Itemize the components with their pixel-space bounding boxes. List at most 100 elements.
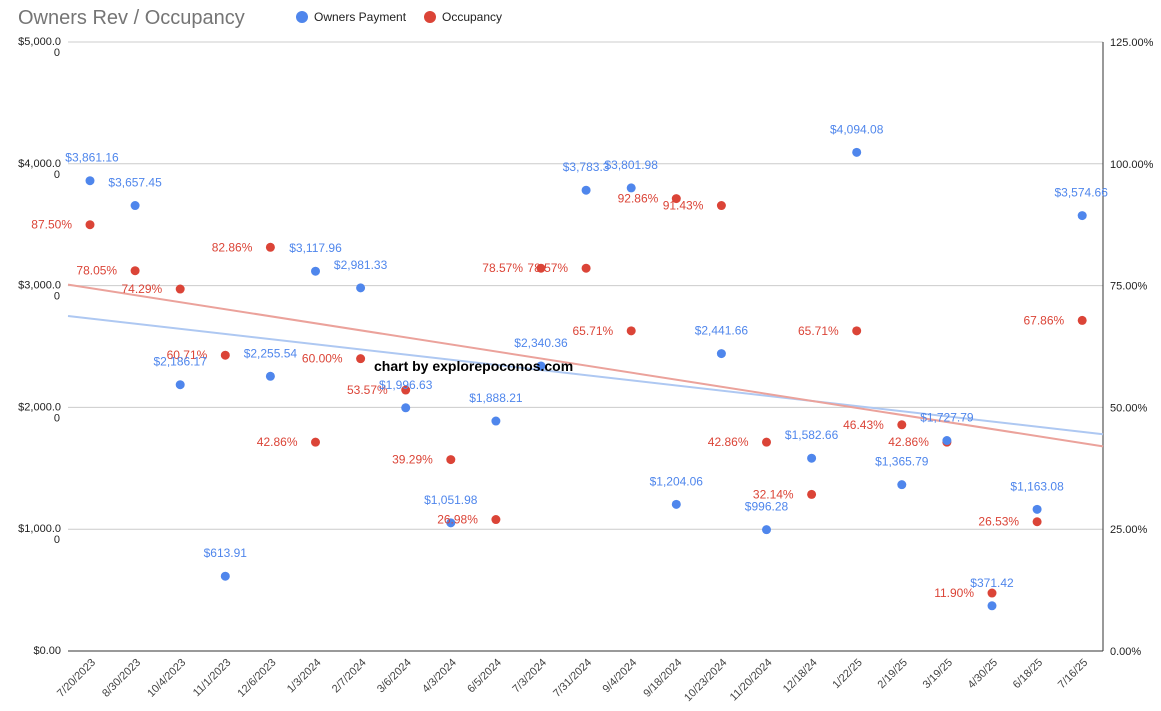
occupancy-point [626,326,636,336]
occupancy-label: 11.90% [934,586,974,600]
occupancy-point [220,350,230,360]
occupancy-point [716,201,726,211]
owners-payment-label: $1,582.66 [785,428,839,442]
watermark: chart by explorepoconos.com [374,358,573,374]
occupancy-label: 65.71% [798,324,839,338]
owners-payment-label: $371.42 [970,576,1014,590]
occupancy-point [401,385,411,395]
occupancy-point [671,194,681,204]
left-tick-sublabel: 0 [54,412,60,424]
x-tick-label: 11/1/2023 [191,657,234,700]
occupancy-point [491,515,501,525]
owners-payment-label: $996.28 [745,500,789,514]
x-tick-label: 7/31/2024 [551,657,594,700]
occupancy-point [987,588,997,598]
occupancy-label: 91.43% [663,199,704,213]
x-tick-label: 1/22/25 [830,657,864,691]
legend-marker-owners-payment [296,11,308,23]
x-tick-label: 2/19/25 [875,657,909,691]
owners-payment-point [401,403,411,413]
occupancy-label: 53.57% [347,383,388,397]
axes: $0.00$1,000.00$2,000.00$3,000.00$4,000.0… [18,36,1153,704]
trendline-occupancy [67,283,1104,448]
owners-payment-point [807,453,817,463]
right-tick-label: 0.00% [1110,646,1141,658]
x-tick-label: 7/16/25 [1056,657,1090,691]
owners-payment-label: $1,051.98 [424,493,478,507]
occupancy-label: 42.86% [888,435,929,449]
owners-payment-point [942,436,952,446]
occupancy-point [852,326,862,336]
x-tick-label: 9/18/2024 [641,657,684,700]
x-tick-label: 6/18/25 [1011,657,1045,691]
owners-payment-label: $2,186.17 [154,355,208,369]
occupancy-point [130,266,140,276]
occupancy-label: 82.86% [212,240,253,254]
occupancy-label: 42.86% [257,435,298,449]
legend-label-occupancy: Occupancy [442,10,502,24]
x-tick-label: 11/20/2024 [728,657,775,704]
occupancy-point [536,263,546,273]
owners-payment-label: $3,574.66 [1055,186,1109,200]
left-tick-label: $0.00 [33,645,61,657]
owners-payment-point [762,525,771,535]
owners-payment-label: $1,996.63 [379,378,433,392]
occupancy-label: 74.29% [121,282,162,296]
owners-payment-point [356,283,366,293]
owners-payment-point [175,380,185,390]
owners-payment-point [311,266,320,276]
occupancy-point [311,437,320,447]
occupancy-label: 78.05% [76,264,117,278]
occupancy-point [807,489,817,499]
x-tick-label: 2/7/2024 [330,657,369,696]
x-tick-label: 3/19/25 [921,657,955,691]
x-tick-label: 7/20/2023 [55,657,98,700]
owners-payment-label: $4,094.08 [830,122,884,136]
owners-payment-label: $3,783.3 [563,160,610,174]
left-tick-label: $5,000.0 [18,36,61,48]
owners-payment-label: $2,340.36 [514,336,568,350]
left-tick-label: $4,000.0 [18,158,61,170]
x-tick-label: 8/30/2023 [100,657,143,700]
chart-title: Owners Rev / Occupancy [18,7,245,29]
owners-payment-point [220,571,230,581]
owners-payment-point [446,518,456,528]
x-tick-label: 1/3/2024 [285,657,324,696]
owners-payment-point [671,499,681,509]
gridlines [68,41,1103,652]
x-tick-label: 12/18/24 [781,657,820,696]
owners-payment-point [130,201,140,211]
owners-payment-label: $1,365.79 [875,455,929,469]
occupancy-label: 26.98% [437,513,478,527]
occupancy-label: 42.86% [708,435,749,449]
owners-payment-point [265,371,275,381]
trendline-owners-payment [67,315,1104,436]
left-tick-sublabel: 0 [54,169,60,181]
owners-payment-label: $2,981.33 [334,258,388,272]
x-tick-label: 7/3/2024 [510,657,549,696]
x-tick-label: 10/4/2023 [145,657,188,700]
owners-payment-label: $2,255.54 [244,346,298,360]
data-labels: 87.50% 78.05% 74.29% 60.71% 82.86% 42.86% 60.0… [31,122,1108,600]
occupancy-label: 87.50% [31,218,72,232]
owners-payment-point [581,185,591,195]
occupancy-label: 26.53% [978,515,1019,529]
owners-payment-point [536,361,546,371]
occupancy-point [85,220,95,230]
x-tick-label: 12/6/2023 [235,657,278,700]
right-tick-label: 75.00% [1110,281,1148,293]
x-tick-label: 3/6/2024 [375,657,414,696]
owners-payment-label: $3,117.96 [289,241,342,255]
x-tick-label: 9/4/2024 [601,657,640,696]
left-tick-label: $3,000.0 [18,280,61,292]
owners-payment-label: $2,441.66 [695,324,749,338]
data-points [85,147,1087,611]
left-tick-label: $2,000.0 [18,401,61,413]
occupancy-label: 67.86% [1023,313,1064,327]
left-tick-label: $1,000.0 [18,523,61,535]
occupancy-point [446,455,456,465]
owners-payment-label: $613.91 [204,546,248,560]
x-tick-label: 6/5/2024 [465,657,504,696]
legend-marker-occupancy [424,11,436,23]
